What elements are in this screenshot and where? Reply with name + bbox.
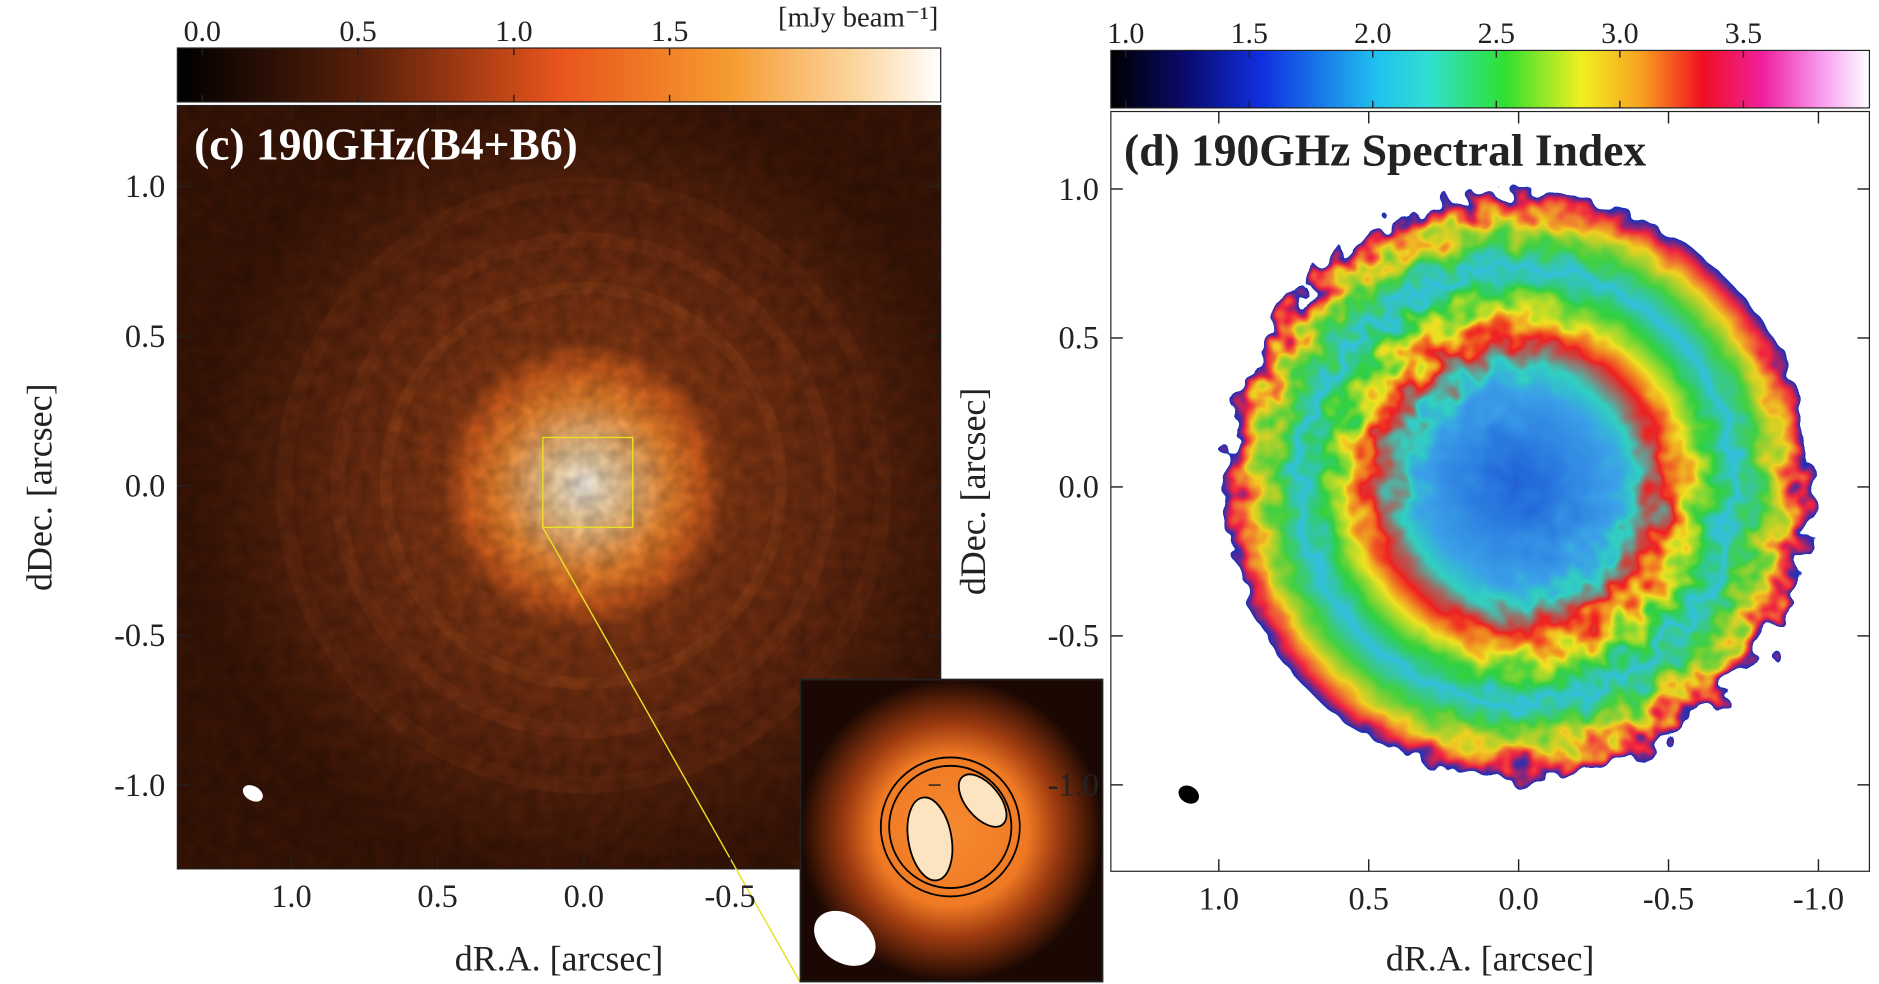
x-tick-label: 1.0 [271, 878, 311, 914]
x-tick-label: 0.0 [1498, 881, 1538, 917]
colorbar-tick-label: 1.0 [495, 15, 532, 48]
y-tick-label: 0.5 [125, 318, 165, 354]
figure: [mJy beam⁻¹] (c) 190GHz(B4+B6) (d) 190GH… [0, 0, 1879, 984]
colorbar-tick-label: 3.5 [1725, 17, 1762, 50]
colorbar-c [177, 48, 940, 102]
y-tick-label: -0.5 [114, 617, 165, 653]
colorbar-tick-label: 2.5 [1478, 17, 1515, 50]
y-axis-label: dDec. [arcsec] [20, 383, 60, 590]
colorbar-d [1111, 50, 1870, 108]
y-tick-label: 1.0 [1058, 171, 1098, 207]
y-tick-label: 0.0 [1058, 469, 1098, 505]
inset [800, 680, 1102, 982]
y-tick-label: -1.0 [1048, 767, 1099, 803]
colorbar-tick-label: 1.5 [1231, 17, 1268, 50]
y-axis-label: dDec. [arcsec] [953, 388, 993, 595]
y-tick-label: -1.0 [114, 767, 165, 803]
x-tick-label: 1.0 [1199, 881, 1239, 917]
image-d [1111, 112, 1870, 872]
colorbar-tick-label: 0.0 [184, 15, 221, 48]
y-tick-label: 0.5 [1058, 320, 1098, 356]
y-tick-label: 0.0 [125, 467, 165, 503]
y-tick-label: 1.0 [125, 168, 165, 204]
colorbar-tick-label: 1.5 [651, 15, 688, 48]
x-tick-label: -0.5 [705, 878, 756, 914]
x-tick-label: -0.5 [1643, 881, 1694, 917]
panel-title: (d) 190GHz Spectral Index [1124, 124, 1646, 175]
colorbar-tick-label: 1.0 [1107, 17, 1144, 50]
x-tick-label: 0.5 [1348, 881, 1388, 917]
colorbar-label: [mJy beam⁻¹] [778, 1, 938, 33]
colorbar-tick-label: 2.0 [1354, 17, 1391, 50]
y-tick-label: -0.5 [1048, 618, 1099, 654]
x-tick-label: 0.5 [417, 878, 457, 914]
x-axis-label: dR.A. [arcsec] [455, 939, 664, 979]
colorbar-tick-label: 0.5 [339, 15, 376, 48]
colorbar-tick-label: 3.0 [1601, 17, 1638, 50]
x-tick-label: 0.0 [564, 878, 604, 914]
panel-title: (c) 190GHz(B4+B6) [194, 118, 578, 169]
x-axis-label: dR.A. [arcsec] [1386, 939, 1595, 979]
x-tick-label: -1.0 [1793, 881, 1844, 917]
